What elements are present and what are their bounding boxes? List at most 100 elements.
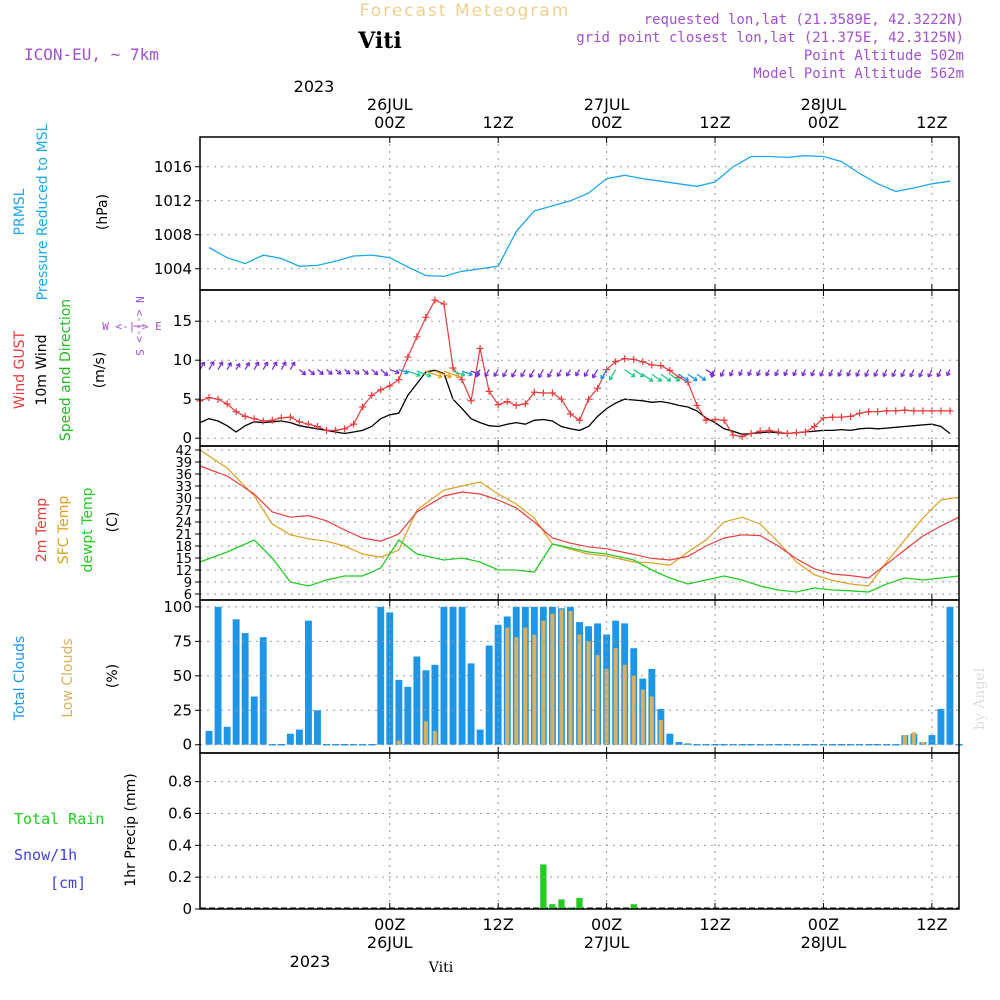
wind-gust-line-marker [458,376,466,384]
low-cloud-bar [911,732,916,745]
total-cloud-bar [467,663,475,745]
wind-gust-line-marker [639,358,647,366]
wind-arrowhead [765,371,770,377]
bottom-date-label: 28JUL [801,933,847,952]
wind-panel: Wind GUST 10m Wind Speed and Direction (… [12,296,954,441]
low-cloud-bar [613,648,618,745]
wind-gust-line-marker [476,345,484,352]
wind-arrow [407,370,421,377]
bottom-hour-label: 00Z [591,915,622,934]
temperature-ytick-label: 15 [175,552,192,567]
wind-gust-line-marker [946,407,954,415]
wind-gust-line-marker [323,426,330,434]
wind-direction-label: Speed and Direction [58,299,74,441]
wind-arrowhead [630,372,636,378]
wind-gust-line-marker [395,376,403,384]
wind-arrow [918,369,924,378]
wind-gust-line-marker [566,410,574,418]
t2m-line [199,465,960,579]
total-clouds-label: Total Clouds [12,636,28,721]
temperature-ytick-label: 12 [175,564,192,579]
wind-arrowhead [684,376,689,382]
total-cloud-bar [241,633,249,745]
pressure-unit: (hPa) [95,194,111,230]
wind-arrow [660,373,672,382]
wind-arrow [678,373,689,382]
wind-arrowhead [828,372,834,377]
clouds-ytick-label: 50 [173,667,192,685]
total-cloud-bar [485,645,493,745]
wind-arrow [633,369,645,378]
sfc-temp-label: SFC Temp [56,496,72,565]
wind-arrowhead [484,372,489,378]
clouds-axes: 0 25 50 75 100 [163,598,959,754]
wind-gust-line-marker [576,416,583,424]
wind-arrow [398,368,409,374]
wind-gust-line-marker [720,416,728,424]
wind-arrowhead [891,372,897,378]
wind-arrow [425,370,443,378]
wind-gust-line-marker [404,353,412,361]
wind-gust-line-marker [648,361,656,369]
temperature-ytick-label: 9 [184,576,192,591]
wind-arrow [651,373,662,382]
temperature-panel: 2m Temp SFC Temp dewpt Temp (C) [34,449,960,593]
wind-gust-line-marker [702,416,710,424]
precip-ytick-label: 0.8 [168,773,192,791]
wind-arrow [687,373,698,382]
total-cloud-bar [440,606,448,745]
wind-arrowhead [774,371,780,377]
low-cloud-bar [559,609,564,745]
wind-arrow [298,369,307,376]
wind-gust-line-marker [485,387,493,395]
bottom-year-label: 2023 [290,952,331,971]
rain-bar [567,907,574,909]
total-cloud-bar [928,735,936,745]
wind-gust-line-marker [512,401,520,409]
total-cloud-bar [675,742,683,745]
bottom-hour-label: 12Z [916,915,947,934]
wind-gust-line-marker [874,408,882,416]
precip-axes: 0 0.2 0.4 0.6 0.8 [168,753,959,918]
wind-arrowhead [272,361,278,367]
wind-arrowhead [747,371,752,377]
top-year-label: 2023 [294,77,335,96]
prmsl-line [208,155,951,278]
wind-gust-line [199,299,950,438]
wind-arrow [909,369,915,378]
wind-arrowhead [447,373,452,379]
wind-arrowhead [416,372,421,378]
bottom-hour-label: 12Z [699,915,730,934]
low-clouds-label: Low Clouds [60,638,76,717]
wind-gust-line-marker [205,394,213,402]
wind-unit: (m/s) [92,352,108,389]
top-hour-label: 12Z [916,113,947,132]
total-cloud-bar [422,670,430,745]
temperature-frame [199,445,960,601]
wind-gust-line-marker [377,386,385,394]
clouds-ytick-label: 0 [182,736,192,754]
wind-arrowhead [547,373,552,378]
low-cloud-bar [505,627,510,745]
wind-arrowhead [373,370,379,376]
bottom-date-label: 26JUL [367,933,413,952]
bottom-date-label: 27JUL [584,933,630,952]
wind-arrowhead [395,369,400,375]
wind-arrow [864,369,870,377]
wind-gust-line-marker [783,430,791,438]
wind-arrowhead [729,372,734,377]
wind-gust-line-marker [313,423,321,430]
wind-arrowhead [756,371,761,377]
wind-arrow [882,369,888,377]
model-altitude: Model Point Altitude 562m [753,66,964,82]
wind-arrow [556,369,562,377]
wind-arrowhead [575,371,580,377]
bottom-hour-label: 00Z [808,915,839,934]
wind-gust-line-marker [810,423,818,430]
wind-gust-line-marker [838,413,846,421]
wind-arrowhead [218,361,224,366]
pressure-ytick-label: 1004 [154,260,192,278]
top-hour-label: 12Z [483,113,514,132]
wind-arrowhead [345,369,351,375]
wind-gust-line-marker [332,426,340,434]
